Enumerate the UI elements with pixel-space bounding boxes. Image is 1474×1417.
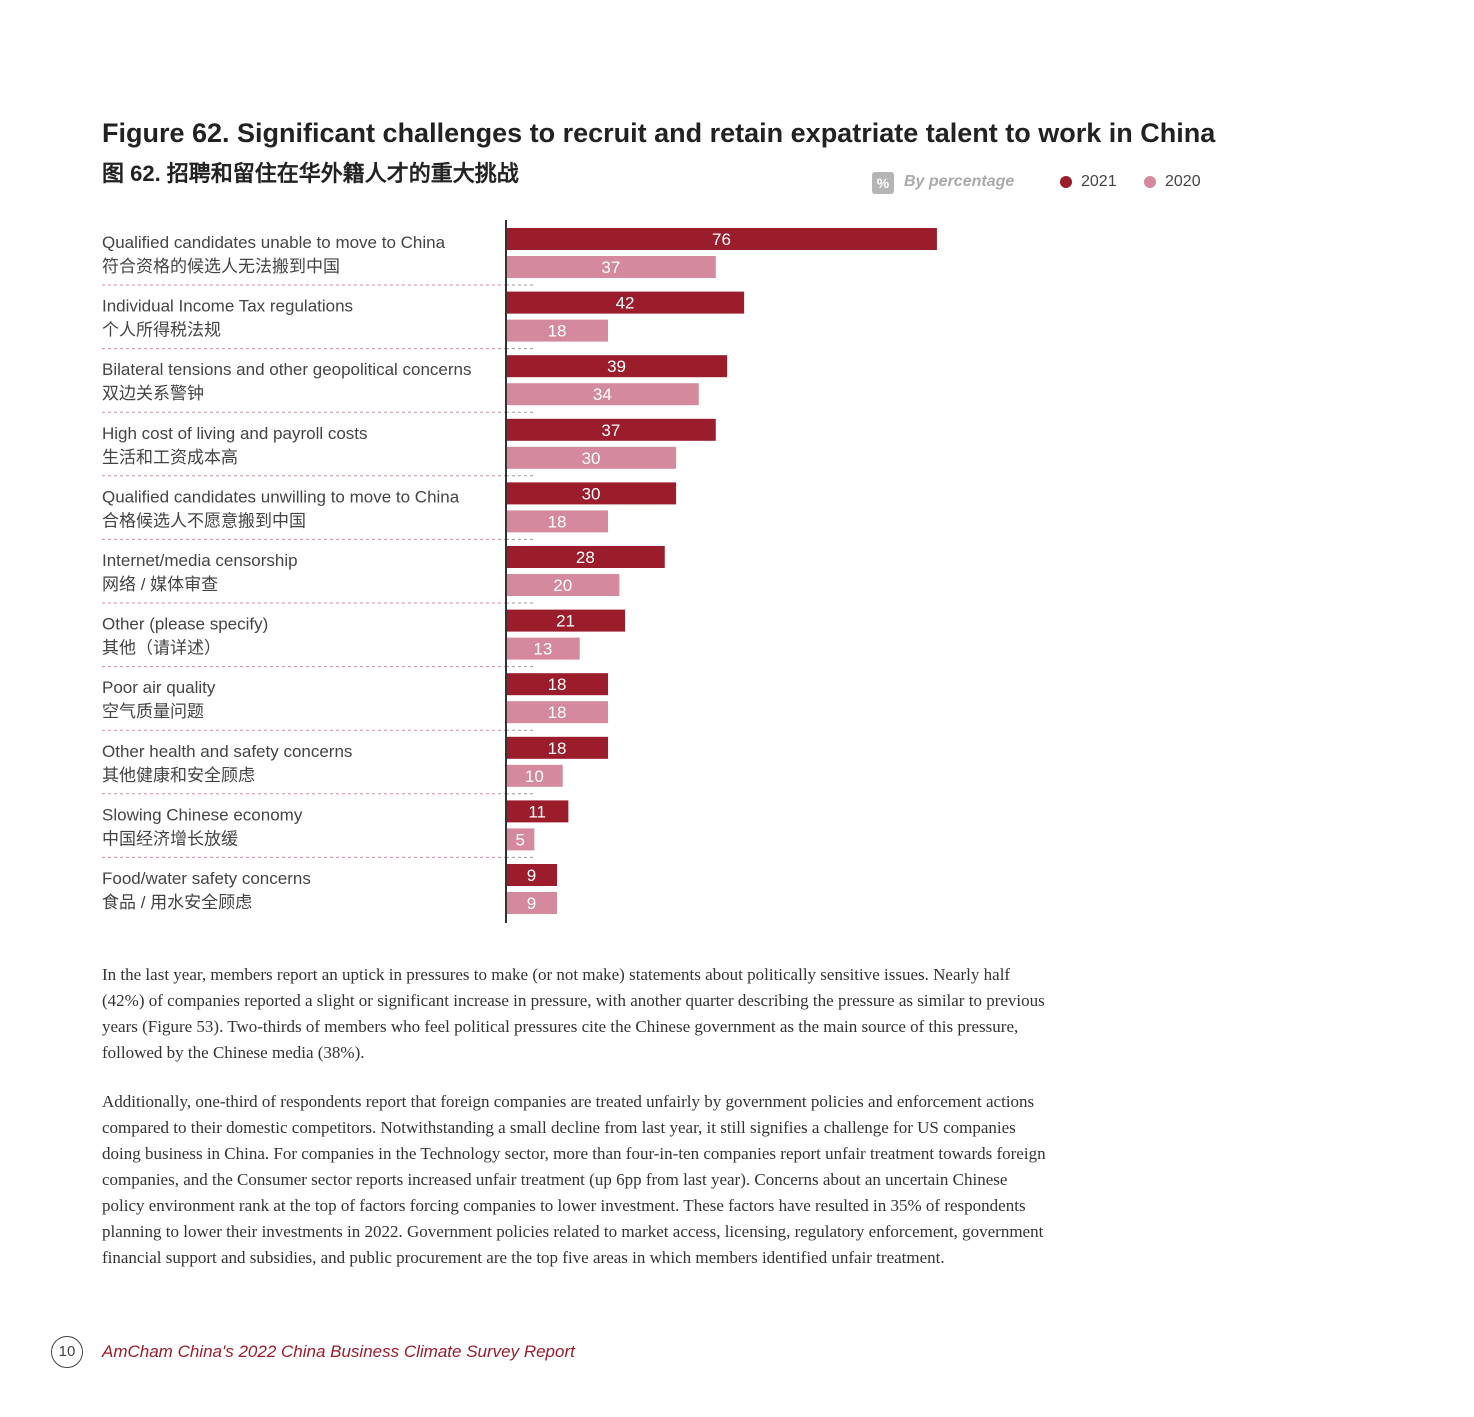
bar-value-label-2020: 18 [548, 703, 567, 722]
bar-2020 [506, 256, 716, 278]
legend-2020-label: 2020 [1165, 173, 1201, 190]
bar-chart: Qualified candidates unable to move to C… [102, 220, 937, 923]
bar-2021 [506, 418, 716, 441]
bar-2020 [506, 510, 609, 533]
category-label-en: High cost of living and payroll costs [102, 424, 368, 443]
bar-value-label-2020: 20 [553, 576, 572, 595]
category-label-en: Bilateral tensions and other geopolitica… [102, 360, 472, 379]
category-label-zh: 合格候选人不愿意搬到中国 [102, 511, 306, 530]
bar-2020 [506, 892, 558, 914]
category-label-zh: 个人所得税法规 [102, 321, 221, 340]
category-label-en: Other (please specify) [102, 615, 268, 634]
bar-value-label-2020: 30 [582, 449, 601, 468]
bar-value-label-2020: 18 [548, 512, 567, 531]
category-label-zh: 其他（请详述） [102, 639, 221, 658]
category-label-en: Poor air quality [102, 678, 216, 697]
bar-2020 [506, 319, 609, 342]
category-label-en: Food/water safety concerns [102, 869, 311, 888]
bar-2020 [506, 764, 563, 787]
category-label-en: Individual Income Tax regulations [102, 297, 353, 316]
category-label-zh: 其他健康和安全顾虑 [102, 766, 255, 785]
bar-value-label-2021: 21 [556, 612, 575, 631]
bar-value-label-2021: 28 [576, 548, 595, 567]
legend-2021-dot-icon [1060, 176, 1072, 188]
bar-value-label-2020: 5 [515, 830, 524, 849]
bar-value-label-2020: 37 [601, 258, 620, 277]
bar-value-label-2021: 11 [528, 802, 546, 821]
page-number: 10 [51, 1336, 83, 1368]
bar-value-label-2021: 30 [582, 484, 601, 503]
bar-2021 [506, 800, 569, 823]
figure-title-zh: 图 62. 招聘和留住在华外籍人才的重大挑战 [102, 161, 519, 186]
bar-2021 [506, 355, 728, 378]
bar-value-label-2021: 39 [607, 357, 626, 376]
bar-value-label-2021: 18 [548, 739, 567, 758]
bar-2020 [506, 637, 580, 660]
category-label-en: Qualified candidates unable to move to C… [102, 233, 446, 252]
figure-title-en: Figure 62. Significant challenges to rec… [102, 118, 1216, 148]
bar-2020 [506, 383, 699, 406]
category-label-zh: 网络 / 媒体审查 [102, 575, 218, 594]
bar-value-label-2020: 9 [527, 894, 536, 913]
bar-2021 [506, 228, 937, 250]
bar-value-label-2020: 34 [593, 385, 612, 404]
bar-2021 [506, 736, 609, 759]
category-label-en: Other health and safety concerns [102, 742, 352, 761]
category-label-zh: 食品 / 用水安全顾虑 [102, 893, 252, 912]
bar-value-label-2021: 76 [712, 230, 731, 249]
bar-2020 [506, 574, 620, 596]
percent-icon: % [872, 172, 894, 194]
category-label-zh: 生活和工资成本高 [102, 448, 238, 467]
legend-2020-dot-icon [1144, 176, 1156, 188]
bar-2020 [506, 446, 677, 469]
bar-value-label-2020: 13 [533, 640, 552, 659]
bar-2021 [506, 673, 609, 696]
bar-value-label-2021: 37 [601, 421, 620, 440]
bar-value-label-2020: 10 [525, 767, 544, 786]
bar-2020 [506, 828, 535, 851]
bar-value-label-2021: 9 [527, 866, 536, 885]
bar-2021 [506, 482, 677, 505]
paragraph-1: In the last year, members report an upti… [102, 965, 1045, 1062]
legend-2021-label: 2021 [1081, 173, 1117, 190]
category-label-zh: 空气质量问题 [102, 702, 204, 721]
bar-value-label-2020: 18 [548, 322, 567, 341]
category-label-zh: 双边关系警钟 [102, 384, 204, 403]
bar-value-label-2021: 42 [616, 294, 635, 313]
bar-2021 [506, 864, 558, 886]
category-label-en: Qualified candidates unwilling to move t… [102, 487, 460, 506]
bar-value-label-2021: 18 [548, 675, 567, 694]
bar-2021 [506, 546, 665, 568]
bar-2021 [506, 609, 626, 632]
bar-2020 [506, 701, 609, 724]
category-label-en: Slowing Chinese economy [102, 805, 303, 824]
report-title: AmCham China's 2022 China Business Clima… [102, 1342, 575, 1361]
category-label-zh: 符合资格的候选人无法搬到中国 [102, 257, 340, 276]
paragraph-2: Additionally, one-third of respondents r… [102, 1092, 1046, 1267]
legend-by-percentage: By percentage [904, 173, 1015, 190]
category-label-zh: 中国经济增长放缓 [102, 829, 238, 848]
bar-2021 [506, 291, 745, 314]
category-label-en: Internet/media censorship [102, 551, 298, 570]
